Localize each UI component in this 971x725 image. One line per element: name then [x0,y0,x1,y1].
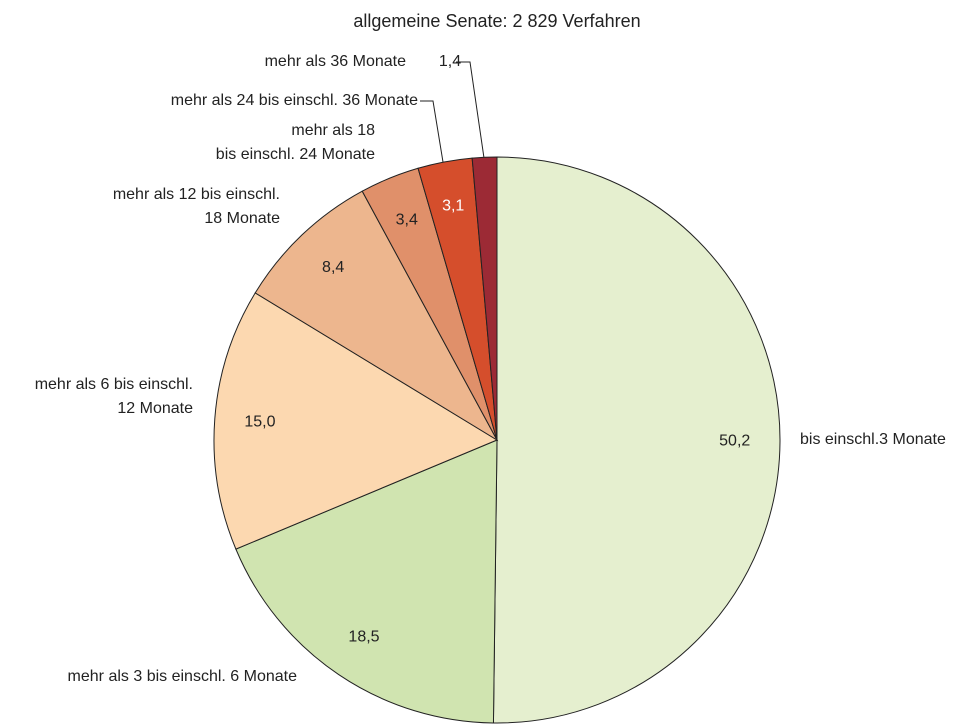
pie-slice [471,156,498,441]
category-label: mehr als 18 bis einschl. 24 Monate [216,122,375,163]
value-label: 1,4 [439,53,461,70]
category-label: mehr als 24 bis einschl. 36 Monate [171,92,418,109]
leader-line [420,100,444,163]
value-label: 15,0 [244,413,275,430]
leader-line [456,61,485,159]
category-label: mehr als 36 Monate [265,53,407,70]
value-label: 18,5 [348,628,379,645]
category-label: mehr als 3 bis einschl. 6 Monate [68,668,298,685]
category-label: mehr als 12 bis einschl. 18 Monate [113,186,280,227]
category-label: bis einschl.3 Monate [800,431,946,448]
category-label: mehr als 6 bis einschl. 12 Monate [35,376,193,417]
pie-slice [492,156,781,724]
chart-title: allgemeine Senate: 2 829 Verfahren [353,11,640,31]
value-label: 3,1 [442,198,464,215]
value-label: 50,2 [719,433,750,450]
pie-slice [213,292,499,550]
pie-slice [254,190,499,442]
value-label: 3,4 [396,211,418,228]
pie-slice [235,439,498,724]
value-label: 8,4 [322,259,344,276]
